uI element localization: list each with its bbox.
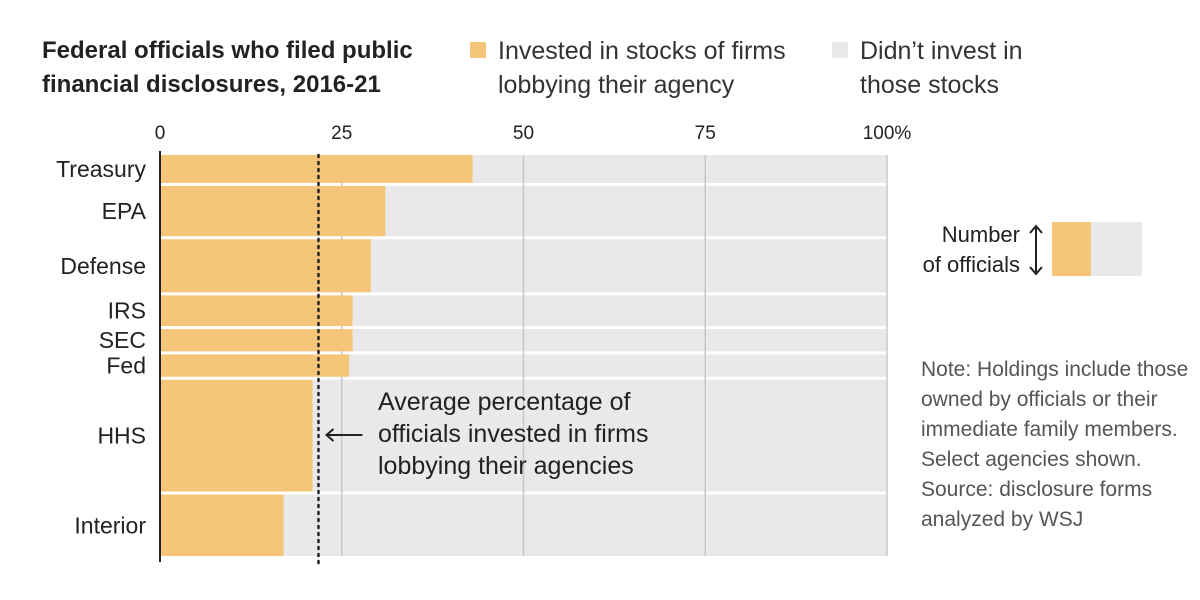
category-label-treasury: Treasury [56,156,146,182]
category-label-sec: SEC [99,327,146,353]
bar-not-invested-treasury [472,155,887,183]
bar-not-invested-sec [352,329,887,352]
category-label-defense: Defense [60,253,146,279]
bar-not-invested-hhs [312,379,887,492]
x-tick-label-75: 75 [695,123,716,144]
bar-invested-epa [160,185,386,237]
category-label-fed: Fed [106,353,146,379]
x-tick-label-100: 100% [863,123,912,144]
bar-invested-sec [160,329,353,352]
bar-not-invested-interior [283,494,888,556]
annotation-text: Average percentage of officials invested … [378,388,648,480]
category-label-interior: Interior [74,512,146,538]
bar-invested-treasury [160,155,473,183]
category-label-irs: IRS [108,298,146,324]
bar-not-invested-epa [385,185,887,237]
bar-invested-interior [160,494,284,556]
annotation-line: Average percentage of [378,388,631,416]
category-label-epa: EPA [102,198,147,224]
note: Note: Holdings include those owned by of… [921,358,1189,531]
size-key-label-line1: Number [941,222,1020,247]
bar-invested-fed [160,354,350,377]
legend-swatch-not-invested [832,42,848,58]
bar-not-invested-defense [370,239,888,293]
x-tick-label-0: 0 [155,123,166,144]
size-key-not-invested-box [1091,222,1142,276]
legend-swatch-invested [470,42,486,58]
annotation-line: lobbying their agencies [378,452,634,480]
annotation-line: officials invested in firms [378,420,648,448]
bar-not-invested-irs [352,295,887,327]
bar-invested-hhs [160,379,313,492]
bar-not-invested-fed [349,354,887,377]
legend-label-invested: Invested in stocks of firms lobbying the… [498,37,786,99]
size-key-label-line2: of officials [922,252,1020,277]
annotation-arrow-head [324,428,335,442]
bar-invested-defense [160,239,371,293]
size-key-invested-box [1052,222,1091,276]
x-tick-label-25: 25 [331,123,352,144]
bar-invested-irs [160,295,353,327]
legend-label-not-invested: Didn’t invest in those stocks [860,37,1023,99]
chart-title: Federal officials who filed public finan… [42,37,413,98]
x-tick-label-50: 50 [513,123,534,144]
size-key-label: Number of officials [900,220,1020,280]
category-label-hhs: HHS [97,423,146,449]
double-arrow-vertical-icon [1029,224,1043,276]
